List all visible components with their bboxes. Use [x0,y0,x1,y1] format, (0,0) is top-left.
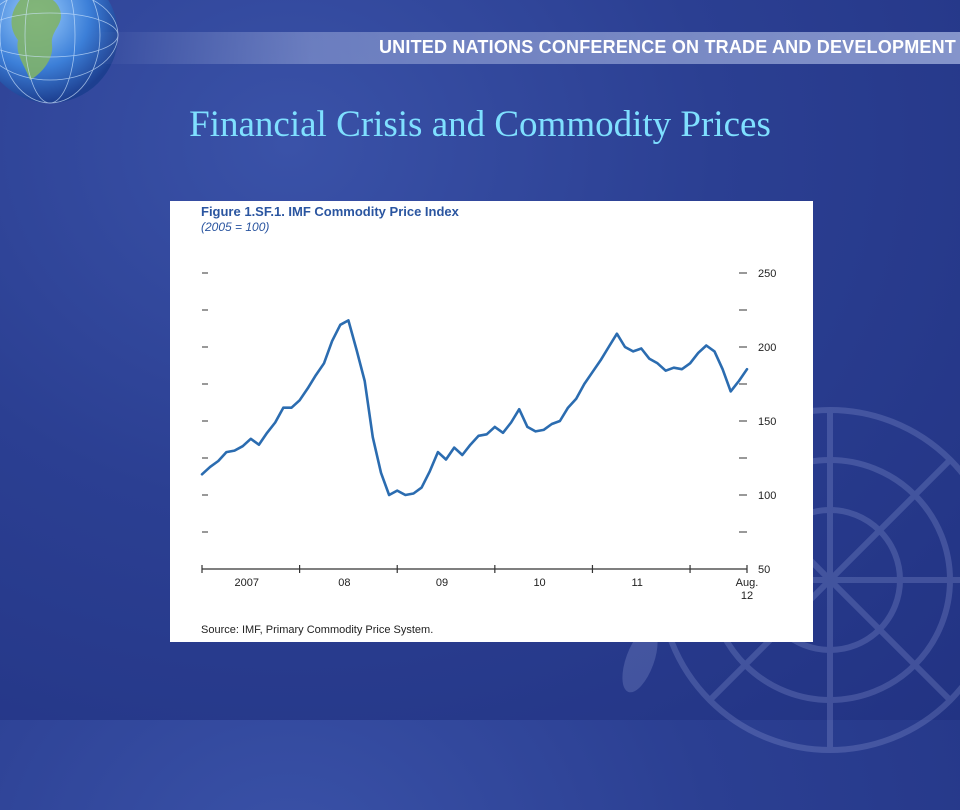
chart-source: Source: IMF, Primary Commodity Price Sys… [201,624,434,636]
figure-panel: Figure 1.SF.1. IMF Commodity Price Index… [170,201,813,642]
x-tick-label: 12 [741,590,753,602]
x-tick-label: 09 [436,577,448,589]
slide-title: Financial Crisis and Commodity Prices [189,104,771,145]
chart-plot: 250 200 150 100 50 2007 08 09 10 11 Aug.12 [200,268,776,602]
x-tick-label: 11 [631,577,642,589]
left-tick-marks [202,272,208,570]
header-banner: UNITED NATIONS CONFERENCE ON TRADE AND D… [90,32,960,64]
banner-text: UNITED NATIONS CONFERENCE ON TRADE AND D… [378,37,956,57]
x-tick-label: 2007 [234,577,258,589]
x-tick-label: Aug. [736,577,759,589]
y-tick-label: 150 [758,416,776,428]
y-tick-label: 50 [758,564,770,576]
chart-title: Figure 1.SF.1. IMF Commodity Price Index [201,204,459,219]
y-tick-label: 200 [758,342,776,354]
x-tick-label: 08 [338,577,350,589]
y-tick-label: 100 [758,490,776,502]
series-line [200,319,749,497]
x-tick-label: 10 [533,577,545,589]
x-axis: 2007 08 09 10 11 Aug.12 [201,565,759,602]
chart-subtitle: (2005 = 100) [201,220,270,234]
y-tick-label: 250 [758,268,776,280]
globe-icon [0,0,119,104]
right-axis: 250 200 150 100 50 [739,268,776,576]
